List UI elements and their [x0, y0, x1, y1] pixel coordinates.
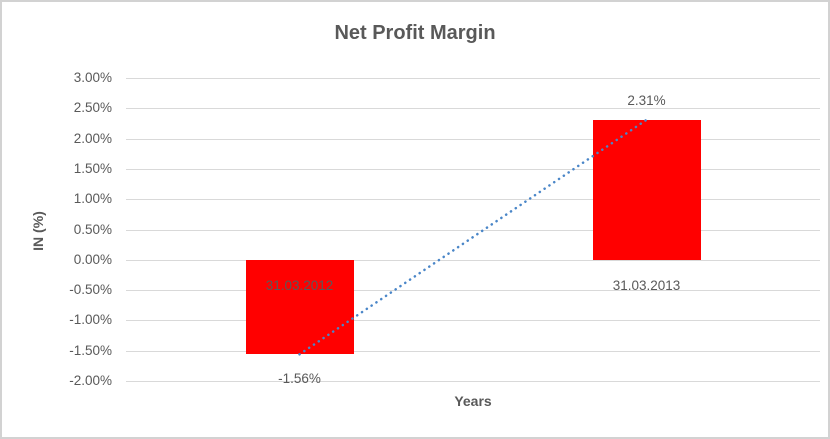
- y-tick-label: -0.50%: [69, 282, 112, 298]
- category-label: 31.03.2012: [265, 277, 334, 293]
- y-tick-label: 2.50%: [73, 100, 112, 116]
- data-label: 2.31%: [627, 92, 666, 108]
- gridline: [126, 381, 820, 382]
- y-tick-label: 2.00%: [73, 130, 112, 146]
- gridline: [126, 108, 820, 110]
- gridline: [126, 350, 820, 352]
- bar: [245, 259, 354, 355]
- category-label: 31.03.2013: [612, 277, 681, 293]
- y-tick-label: -2.00%: [69, 373, 112, 388]
- chart-title: Net Profit Margin: [334, 22, 496, 44]
- y-tick-label: 1.00%: [73, 191, 112, 207]
- gridline: [126, 199, 820, 201]
- y-tick-label: 1.50%: [73, 160, 112, 176]
- gridline: [126, 320, 820, 322]
- y-tick-label: 0.00%: [73, 251, 112, 267]
- bar: [592, 119, 701, 260]
- y-tick-label: 3.00%: [73, 70, 112, 85]
- y-tick-label: -1.00%: [69, 312, 112, 328]
- gridline: [126, 290, 820, 292]
- gridline: [126, 168, 820, 170]
- data-label: -1.56%: [278, 371, 321, 387]
- gridline: [126, 259, 820, 261]
- trendline-dotted: [298, 118, 648, 356]
- y-tick-label: 0.50%: [73, 221, 112, 237]
- y-tick-label: -1.50%: [69, 342, 112, 358]
- gridline: [126, 78, 820, 79]
- gridline: [126, 229, 820, 231]
- gridline: [126, 138, 820, 140]
- x-axis-title: Years: [454, 393, 492, 409]
